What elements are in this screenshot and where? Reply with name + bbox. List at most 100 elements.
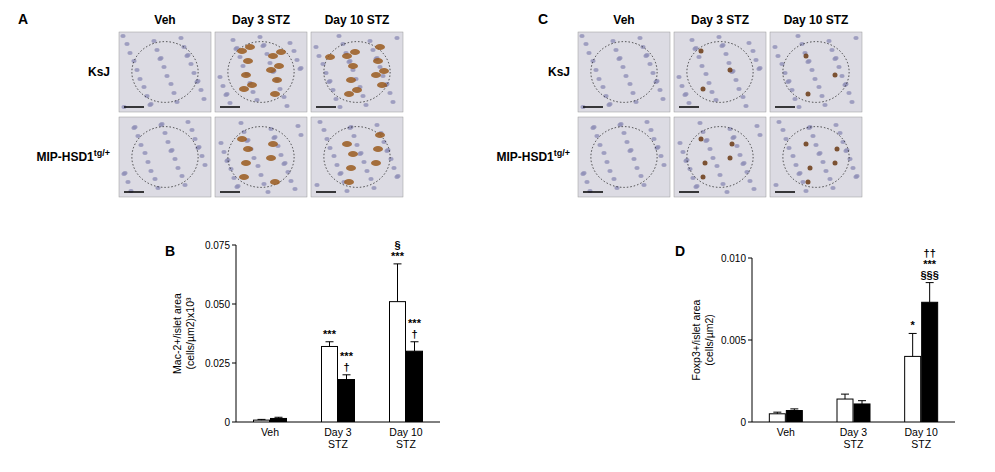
nucleus — [370, 48, 375, 52]
micrograph — [770, 117, 862, 197]
stain — [350, 49, 360, 55]
nucleus — [168, 82, 173, 86]
nucleus — [826, 39, 831, 43]
stain — [348, 151, 358, 157]
nucleus — [812, 77, 817, 81]
nucleus — [807, 125, 812, 129]
nucleus — [171, 91, 176, 95]
nucleus — [743, 104, 748, 108]
nucleus — [751, 187, 756, 191]
nucleus — [324, 137, 329, 141]
scale-bar — [220, 191, 240, 193]
nucleus — [368, 177, 373, 181]
nucleus — [314, 183, 319, 187]
nucleus — [313, 45, 318, 49]
nucleus — [687, 167, 692, 171]
row-label: KsJ — [548, 65, 570, 79]
nucleus — [189, 128, 194, 132]
nucleus — [854, 174, 859, 178]
nucleus — [285, 170, 290, 174]
significance-mark: *** — [923, 258, 937, 270]
nucleus — [142, 151, 147, 155]
significance-mark: *** — [340, 350, 354, 362]
nucleus — [124, 42, 129, 46]
nucleus — [655, 145, 660, 149]
nucleus — [620, 65, 625, 69]
nucleus — [168, 149, 173, 153]
islet-outline — [228, 42, 294, 103]
nucleus — [676, 75, 681, 79]
significance-mark: *** — [408, 317, 422, 329]
stain — [270, 91, 280, 97]
nucleus — [823, 169, 828, 173]
nucleus — [731, 135, 736, 139]
nucleus — [757, 66, 762, 70]
nucleus — [734, 144, 739, 148]
nucleus — [258, 173, 263, 177]
nucleus — [600, 85, 605, 89]
significance-mark: §§§ — [920, 269, 938, 281]
stain — [375, 132, 385, 138]
x-tick-label: Day 3STZ — [840, 426, 868, 450]
nucleus — [803, 189, 808, 193]
stain — [373, 58, 383, 64]
nucleus — [607, 102, 612, 106]
nucleus — [217, 75, 222, 79]
nucleus — [651, 137, 656, 141]
nucleus — [380, 74, 385, 78]
nucleus — [257, 35, 262, 39]
nucleus — [658, 154, 663, 158]
nucleus — [613, 48, 618, 52]
nucleus — [813, 143, 818, 147]
stain — [379, 68, 389, 74]
nucleus — [810, 134, 815, 138]
nucleus — [291, 49, 296, 53]
nucleus — [601, 151, 606, 155]
y-tick-label: 0.005 — [721, 335, 746, 346]
nucleus — [593, 68, 598, 72]
stain — [344, 91, 354, 97]
nucleus — [617, 56, 622, 60]
column-header: Veh — [154, 13, 175, 27]
nucleus — [693, 185, 698, 189]
nucleus — [746, 41, 751, 45]
nucleus — [710, 156, 715, 160]
nucleus — [327, 79, 332, 83]
nucleus — [849, 100, 854, 104]
nucleus — [753, 58, 758, 62]
nucleus — [796, 172, 801, 176]
significance-mark: * — [911, 319, 916, 331]
nucleus — [611, 177, 616, 181]
stain — [243, 146, 253, 152]
nucleus — [240, 64, 245, 68]
micrograph — [770, 32, 862, 112]
micrograph-ground — [770, 32, 862, 112]
nucleus — [384, 149, 389, 153]
micrograph-ground — [119, 117, 211, 197]
micrograph — [578, 117, 670, 197]
nucleus — [135, 134, 140, 138]
nucleus — [381, 140, 386, 144]
scale-bar — [316, 191, 336, 193]
row-label: MIP-HSD1tg/+ — [496, 148, 570, 164]
nucleus — [837, 131, 842, 135]
nucleus — [327, 146, 332, 150]
scale-bar — [583, 106, 603, 108]
y-tick-label: 0.025 — [205, 358, 230, 369]
micrograph-ground — [674, 32, 766, 112]
significance-mark: § — [394, 239, 400, 251]
nucleus — [720, 43, 725, 47]
significance-mark: *** — [391, 250, 405, 262]
nucleus — [714, 164, 719, 168]
micrograph-ground — [311, 32, 403, 112]
nucleus — [221, 150, 226, 154]
error-bar — [258, 419, 266, 421]
micrograph-ground — [215, 32, 307, 112]
nucleus — [846, 91, 851, 95]
nucleus — [121, 172, 126, 176]
nucleus — [178, 36, 183, 40]
column-header: Veh — [613, 13, 634, 27]
column-header: Day 10 STZ — [784, 13, 849, 27]
nucleus — [627, 149, 632, 153]
nucleus — [251, 156, 256, 160]
